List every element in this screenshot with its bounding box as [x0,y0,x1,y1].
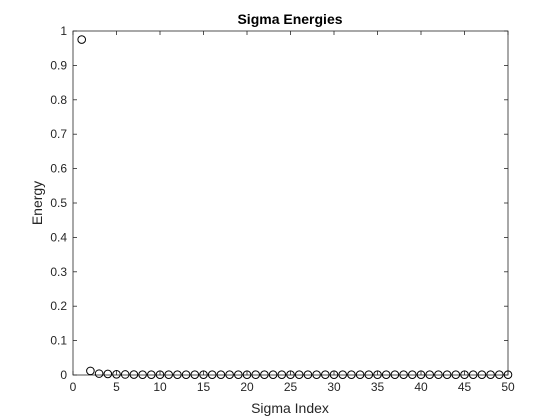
data-point [120,370,130,379]
y-tick-label: 0 [60,368,67,382]
x-tick-label: 40 [414,380,428,394]
data-point [77,35,86,44]
data-point [190,370,200,379]
data-point [225,370,234,379]
data-point [495,370,504,379]
chart-title: Sigma Energies [237,11,342,27]
x-tick-label: 50 [501,380,515,394]
data-point [103,369,113,379]
data-point [434,370,443,379]
data-point [373,370,382,379]
data-point [147,370,156,379]
x-axis-ticks: 0 5 10 15 20 25 30 35 40 45 50 [70,31,515,394]
y-tick-label: 0.8 [50,93,67,107]
data-point [355,370,365,379]
y-axis-label: Energy [29,181,45,225]
y-tick-label: 0.6 [50,162,67,176]
x-tick-label: 20 [240,380,254,394]
data-point [207,370,217,379]
x-tick-label: 30 [327,380,341,394]
y-tick-label: 0.1 [50,334,67,348]
data-point [112,370,121,379]
data-point [286,370,295,379]
data-point [138,370,147,379]
data-point [347,370,356,379]
data-point [129,370,139,379]
x-axis-label: Sigma Index [251,400,329,416]
data-point [216,370,226,379]
data-point [234,370,243,379]
x-tick-label: 5 [113,380,120,394]
data-point [86,366,95,376]
data-point [173,370,182,379]
data-point [251,370,260,379]
data-point [294,370,304,379]
data-point [312,370,321,379]
data-point [260,370,269,379]
data-point [451,370,461,379]
y-tick-label: 0.5 [50,196,67,210]
y-tick-label: 0.3 [50,265,67,279]
x-tick-label: 35 [371,380,385,394]
y-tick-label: 0.2 [50,299,67,313]
y-tick-label: 0.9 [50,58,67,72]
data-point [164,370,173,379]
data-point [242,370,252,379]
data-point [155,370,165,379]
data-point [329,370,339,379]
x-tick-label: 0 [70,380,77,394]
data-point [364,370,374,379]
data-markers [77,35,513,379]
data-point [503,370,513,379]
data-point [399,370,408,379]
data-point [477,370,487,379]
data-point [381,370,391,379]
data-point [338,370,348,379]
data-point [468,370,478,379]
data-point [181,370,191,379]
data-point [390,370,400,379]
x-tick-label: 45 [458,380,472,394]
data-point [442,370,452,379]
y-tick-label: 0.4 [50,230,67,244]
y-axis-ticks: 0 0.1 0.2 0.3 0.4 0.5 0.6 0.7 0.8 0.9 1 [50,24,508,382]
plot-area [72,30,509,376]
data-point [460,370,469,379]
data-point [199,370,208,379]
data-point [321,370,330,379]
x-tick-label: 15 [197,380,211,394]
data-point [277,370,287,379]
data-point [486,370,495,379]
data-point [408,370,417,379]
data-point [94,369,104,378]
data-point [425,370,435,379]
data-point [268,370,278,379]
x-tick-label: 25 [284,380,298,394]
x-tick-label: 10 [153,380,167,394]
y-tick-label: 1 [60,24,67,38]
y-tick-label: 0.7 [50,127,67,141]
data-point [303,370,313,379]
data-point [416,370,426,379]
